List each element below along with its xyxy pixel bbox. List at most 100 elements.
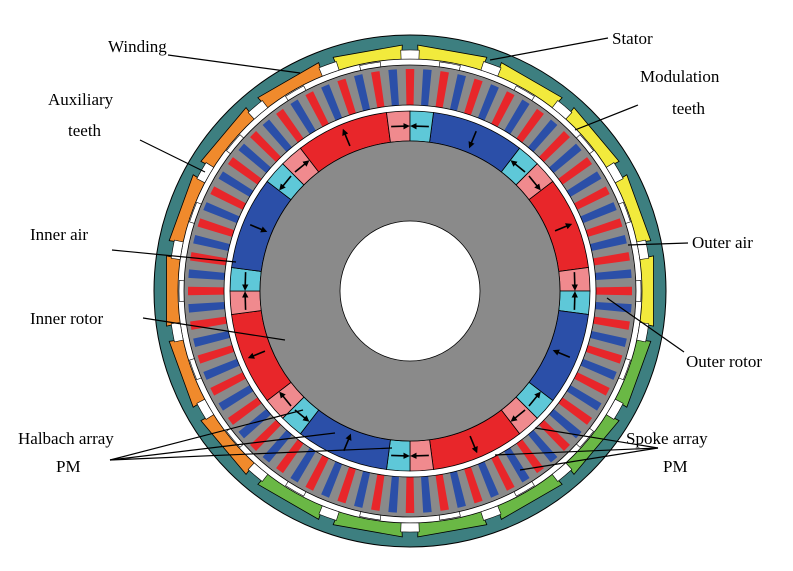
label: Auxiliary bbox=[48, 90, 114, 109]
spoke-pm bbox=[187, 286, 225, 296]
auxiliary-tooth-notch bbox=[247, 462, 269, 482]
label: Halbach array bbox=[18, 429, 114, 448]
spoke-pm bbox=[585, 345, 623, 364]
spoke-pm bbox=[593, 252, 630, 266]
auxiliary-tooth-notch bbox=[170, 322, 184, 343]
auxiliary-tooth-notch bbox=[480, 61, 502, 77]
spoke-pm bbox=[528, 430, 558, 463]
spoke-pm bbox=[574, 186, 610, 210]
magnetization-arrow bbox=[247, 350, 266, 359]
magnetization-arrow bbox=[554, 223, 573, 232]
spoke-pm bbox=[388, 69, 399, 106]
spoke-pm bbox=[405, 476, 415, 514]
magnetization-arrow bbox=[342, 128, 351, 147]
magnetization-arrow bbox=[343, 433, 352, 452]
spoke-pm bbox=[491, 91, 515, 127]
spoke-pm bbox=[580, 202, 617, 224]
auxiliary-tooth-notch bbox=[400, 522, 420, 533]
leader bbox=[167, 54, 301, 74]
spoke-pm bbox=[371, 474, 385, 511]
magnetization-arrow bbox=[469, 435, 478, 454]
spoke-pm bbox=[595, 269, 632, 280]
leader bbox=[574, 104, 639, 131]
spoke-pm bbox=[290, 447, 316, 483]
label: Winding bbox=[108, 37, 167, 56]
spoke-pm bbox=[558, 397, 593, 425]
leader bbox=[489, 37, 609, 61]
spoke-pm bbox=[528, 119, 558, 152]
spoke-pm bbox=[491, 455, 515, 491]
auxiliary-tooth-notch bbox=[196, 398, 215, 420]
spoke-pm bbox=[337, 78, 356, 116]
leader bbox=[627, 242, 689, 246]
auxiliary-tooth-notch bbox=[247, 100, 269, 120]
auxiliary-tooth-notch bbox=[480, 505, 502, 521]
label: PM bbox=[56, 457, 81, 476]
spoke-pm bbox=[371, 71, 385, 108]
spoke-pm bbox=[589, 235, 627, 252]
leader bbox=[534, 427, 659, 449]
label: Inner rotor bbox=[30, 309, 104, 328]
spoke-pm bbox=[516, 439, 544, 474]
magnetization-arrow bbox=[552, 349, 571, 358]
spoke-pm bbox=[574, 372, 610, 396]
magnetization-arrow bbox=[510, 409, 526, 422]
leader bbox=[139, 139, 206, 173]
label: teeth bbox=[672, 99, 706, 118]
magnetization-arrow bbox=[279, 175, 292, 191]
spoke-pm bbox=[262, 430, 292, 463]
spoke-pm bbox=[305, 455, 329, 491]
spoke-pm bbox=[538, 131, 570, 163]
spoke-pm bbox=[504, 99, 530, 135]
magnetization-arrow bbox=[528, 391, 541, 407]
spoke-pm bbox=[227, 397, 262, 425]
spoke-pm bbox=[210, 186, 246, 210]
spoke-pm bbox=[566, 171, 602, 197]
spoke-pm bbox=[435, 474, 449, 511]
spoke-pm bbox=[464, 78, 483, 116]
auxiliary-tooth-notch bbox=[551, 100, 573, 120]
spoke-pm bbox=[193, 330, 231, 347]
auxiliary-tooth-notch bbox=[605, 162, 624, 184]
spoke-pm bbox=[276, 108, 304, 143]
spoke-pm bbox=[585, 218, 623, 237]
auxiliary-tooth-notch bbox=[400, 49, 420, 60]
label: Modulation bbox=[640, 67, 720, 86]
spoke-pm bbox=[516, 108, 544, 143]
magnetization-arrow bbox=[294, 160, 310, 173]
spoke-pm bbox=[290, 99, 316, 135]
spoke-pm bbox=[238, 409, 271, 439]
label: Inner air bbox=[30, 225, 88, 244]
spoke-pm bbox=[305, 91, 329, 127]
leader bbox=[111, 249, 237, 263]
leader bbox=[519, 447, 659, 471]
spoke-pm bbox=[197, 218, 235, 237]
spoke-pm bbox=[218, 385, 254, 411]
spoke-pm bbox=[321, 84, 343, 121]
spoke-pm bbox=[321, 461, 343, 498]
spoke-pm bbox=[203, 202, 240, 224]
spoke-pm bbox=[197, 345, 235, 364]
spoke-pm bbox=[558, 157, 593, 185]
labels: Winding Stator Modulation teeth Auxiliar… bbox=[18, 29, 762, 476]
spoke-pm bbox=[549, 409, 582, 439]
spoke-pm bbox=[188, 302, 225, 313]
spoke-pm bbox=[203, 358, 240, 380]
spoke-pm bbox=[593, 316, 630, 330]
label: Outer air bbox=[692, 233, 753, 252]
spoke-pm bbox=[595, 302, 632, 313]
spoke-pm bbox=[477, 84, 499, 121]
spoke-pm bbox=[504, 447, 530, 483]
spoke-pm bbox=[538, 419, 570, 451]
spoke-pm bbox=[250, 131, 282, 163]
leader bbox=[142, 317, 286, 341]
label: Outer rotor bbox=[686, 352, 762, 371]
spoke-pm bbox=[595, 286, 632, 296]
leader bbox=[494, 447, 659, 456]
label: PM bbox=[663, 457, 688, 476]
leader bbox=[109, 432, 336, 461]
spoke-pm bbox=[405, 68, 415, 106]
auxiliary-tooth-notch bbox=[318, 505, 340, 521]
auxiliary-tooth-notch bbox=[170, 239, 184, 260]
auxiliary-tooth-notch bbox=[318, 61, 340, 77]
